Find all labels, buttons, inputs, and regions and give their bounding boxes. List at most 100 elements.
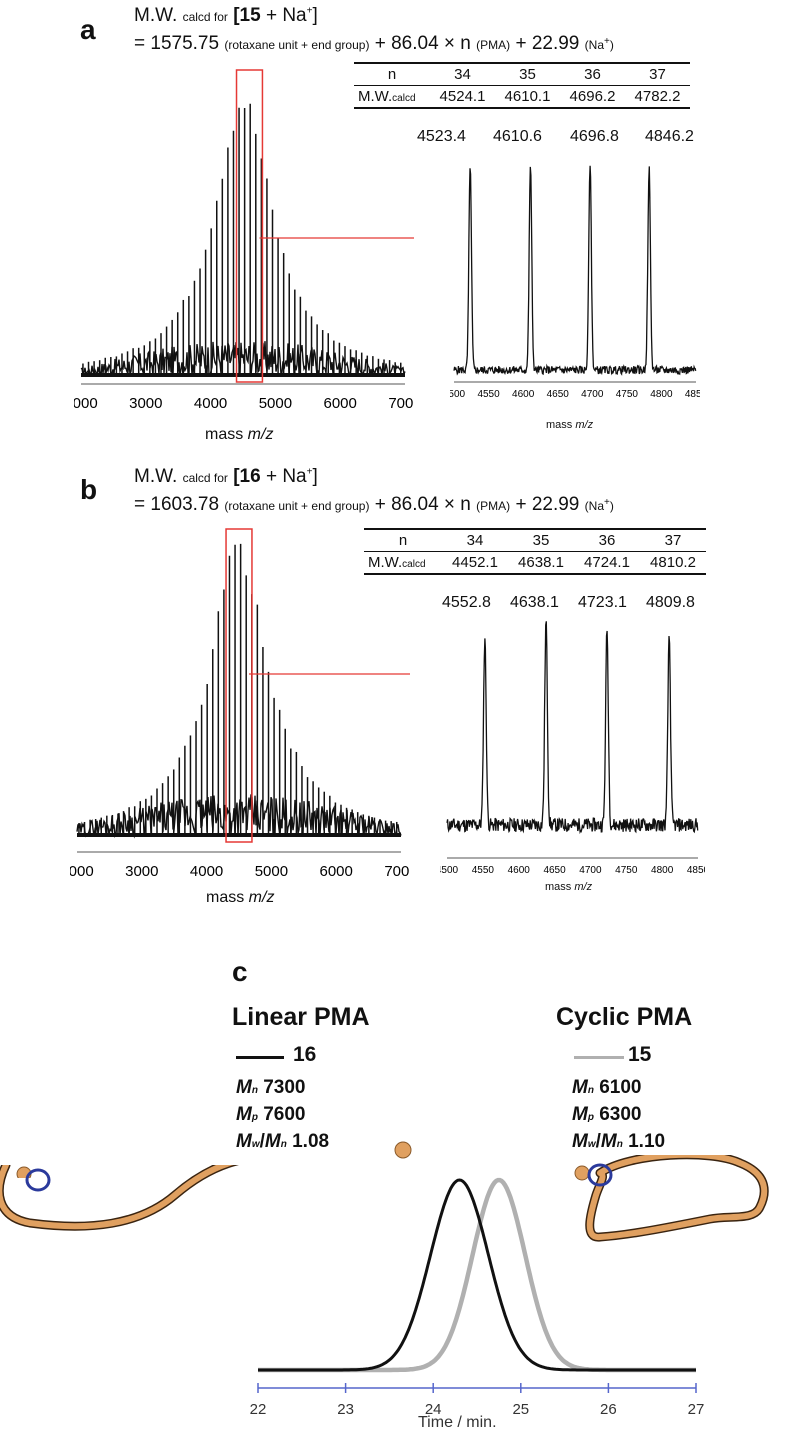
table-row-n: n 34 35 36 37 [354, 62, 690, 86]
eq-term-2: + 86.04 × n [374, 494, 471, 515]
compound-number: 16 [239, 466, 261, 487]
linear-polymer-illustration [0, 1165, 239, 1231]
cyclic-dispersity: Mw/Mn 1.10 [572, 1131, 666, 1152]
x-tick-label: 4650 [547, 389, 570, 400]
linear-mn: Mn 7300 [236, 1077, 306, 1098]
sec-trace-16 [258, 1178, 696, 1372]
x-tick-label: 4750 [616, 389, 639, 400]
formula-open-bracket: [ [233, 5, 240, 26]
table-n-cell: 36 [560, 62, 625, 86]
x-tick-label: 4800 [650, 389, 673, 400]
panel-a-letter: a [80, 14, 96, 45]
found-value: 4696.8 [570, 128, 619, 145]
x-tick-label: 24 [425, 1401, 442, 1418]
polymer-end-bead [394, 1141, 412, 1159]
a-inset-xlabel: mass m/z [546, 419, 594, 431]
table-n-cell: 34 [442, 528, 508, 552]
table-n-cell: 35 [495, 62, 560, 86]
table-calcd-cell: 4610.1 [495, 85, 560, 109]
panel-b-letter: b [80, 474, 98, 505]
x-tick-label: 6000 [324, 395, 357, 412]
x-tick-label: 25 [512, 1401, 529, 1418]
b-main-xlabel: mass m/z [206, 889, 275, 906]
x-tick-label: 23 [337, 1401, 354, 1418]
x-tick-label: 4500 [450, 389, 466, 400]
x-tick-label: 7000 [388, 395, 414, 412]
found-value: 4523.4 [417, 128, 466, 145]
formula-open-bracket: [ [233, 466, 240, 487]
table-calcd-cell: 4452.1 [442, 551, 508, 575]
eq-constant: = 1575.75 [134, 33, 220, 54]
x-tick-label: 5000 [255, 863, 288, 880]
table-calcd-cell: 4724.1 [574, 551, 640, 575]
cyclic-polymer-illustration [574, 1155, 769, 1242]
panel-a-main-spectrum: 2000 3000 4000 5000 6000 7000 [74, 69, 414, 412]
x-tick-label: 4600 [508, 865, 531, 876]
zoom-highlight-box [225, 528, 253, 843]
found-value: 4638.1 [510, 594, 559, 611]
panel-b-mw-table: n 34 35 36 37 M.W.calcd 4452.1 4638.1 47… [364, 528, 706, 575]
a-main-xlabel: mass m/z [205, 426, 274, 443]
x-tick-label: 26 [600, 1401, 617, 1418]
linear-mp: Mp 7600 [236, 1104, 306, 1125]
ring-icon [587, 1163, 613, 1187]
inset-trace [453, 165, 697, 376]
x-tick-label: 4550 [472, 865, 495, 876]
eq-unit-2: (PMA) [476, 38, 511, 52]
eq-unit-1: (rotaxane unit + end group) [224, 499, 370, 513]
panel-a-mw-table: n 34 35 36 37 M.W.calcd 4524.1 4610.1 46… [354, 62, 690, 109]
eq-unit-3: (Na+) [584, 36, 614, 52]
panel-b-equation: = 1603.78 (rotaxane unit + end group) + … [134, 494, 614, 516]
linear-legend-line [236, 1056, 284, 1059]
eq-unit-1: (rotaxane unit + end group) [224, 38, 370, 52]
formula-plus: + [306, 5, 313, 17]
linear-rotaxane-ring [25, 1168, 51, 1192]
x-tick-label: 4000 [194, 395, 227, 412]
x-tick-label: 3000 [125, 863, 158, 880]
x-tick-label: 22 [250, 1401, 267, 1418]
cyclic-legend-line [574, 1056, 624, 1059]
baseline [81, 373, 405, 377]
x-tick-label: 4500 [440, 865, 459, 876]
panel-c-sec-chromatogram: 22 23 24 25 26 27 [250, 1177, 705, 1418]
ring-icon [25, 1168, 51, 1192]
formula-close-bracket: ] [312, 5, 318, 26]
formula-close-bracket: ] [312, 466, 318, 487]
x-tick-label: 27 [688, 1401, 705, 1418]
x-tick-label: 2000 [74, 395, 98, 412]
eq-term-3: + 22.99 [515, 33, 580, 54]
formula-ion: + Na [260, 5, 307, 26]
cyclic-title: Cyclic PMA [556, 1003, 693, 1031]
x-tick-label: 6000 [320, 863, 353, 880]
table-calcd-cell: 4696.2 [560, 85, 625, 109]
formula-mw: M.W. [134, 5, 178, 26]
table-calcd-cell: 4638.1 [508, 551, 574, 575]
panel-c-letter: c [232, 956, 248, 987]
x-tick-label: 4800 [651, 865, 674, 876]
panel-a-equation: = 1575.75 (rotaxane unit + end group) + … [134, 33, 614, 55]
table-calcd-cell: 4524.1 [430, 85, 495, 109]
found-value: 4846.2 [645, 128, 694, 145]
found-value: 4723.1 [578, 594, 627, 611]
x-tick-label: 2000 [70, 863, 94, 880]
x-tick-label: 4600 [512, 389, 535, 400]
x-tick-label: 7000 [384, 863, 410, 880]
x-tick-label: 4650 [543, 865, 566, 876]
found-value: 4552.8 [442, 594, 491, 611]
x-tick-label: 4550 [477, 389, 500, 400]
formula-plus: + [306, 466, 313, 478]
x-tick-label: 4700 [579, 865, 602, 876]
panel-b-formula-title: M.W. calcd for [16 + Na+] [134, 466, 318, 488]
table-n-cell: 37 [625, 62, 690, 86]
cyclic-mn: Mn 6100 [572, 1077, 642, 1098]
table-n-cell: 35 [508, 528, 574, 552]
x-tick-label: 4750 [615, 865, 638, 876]
found-value: 4610.6 [493, 128, 542, 145]
c-xlabel: Time / min. [418, 1414, 497, 1431]
table-mw-label: M.W.calcd [354, 85, 430, 109]
x-tick-label: 5000 [259, 395, 292, 412]
eq-unit-3: (Na+) [584, 497, 614, 513]
